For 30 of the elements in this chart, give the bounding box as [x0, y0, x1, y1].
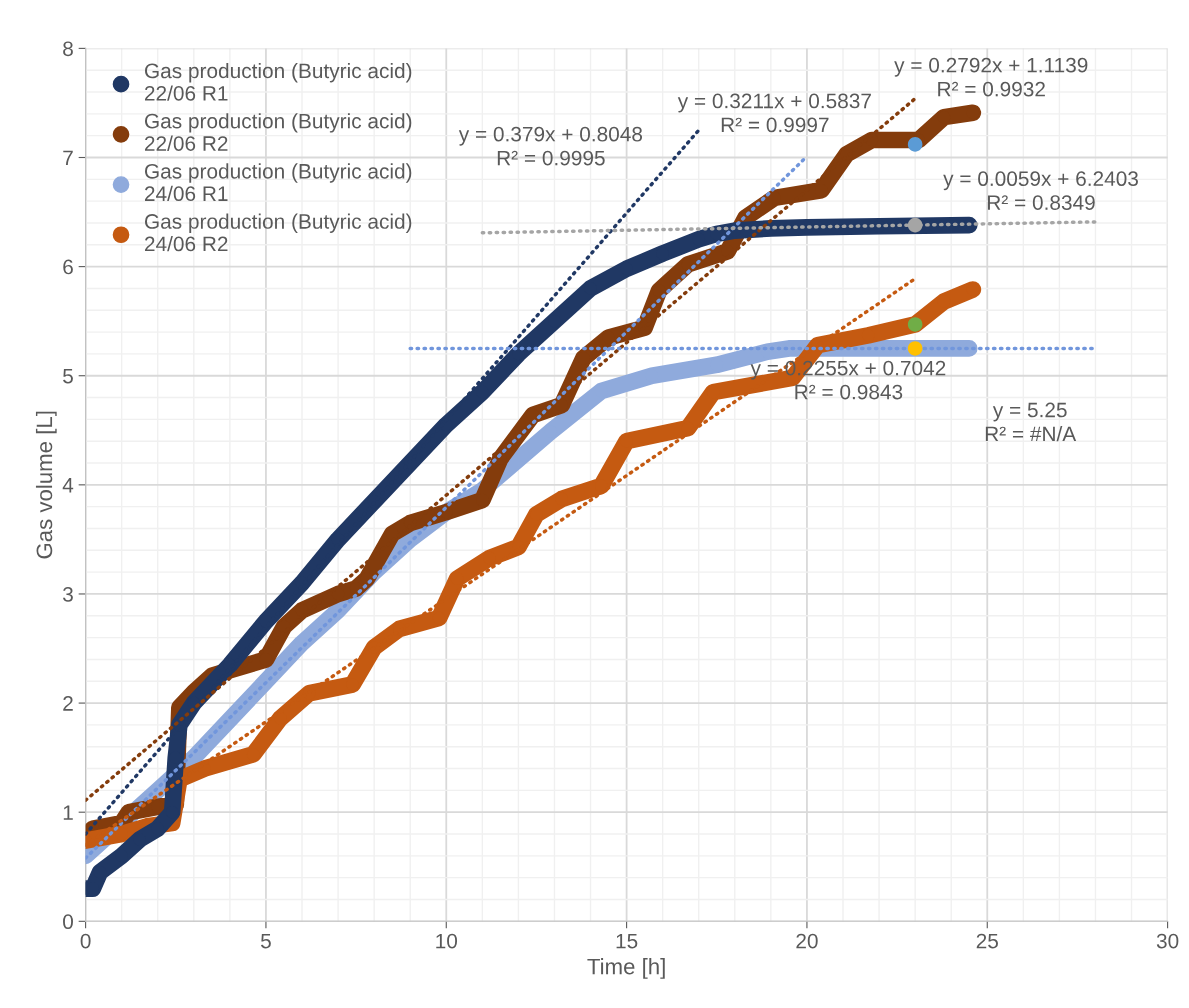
- legend-label: Gas production (Butyric acid) 24/06 R2: [144, 213, 412, 252]
- x-tick-label: 20: [796, 933, 818, 949]
- x-tick-label: 30: [1156, 933, 1179, 949]
- y-tick-label: 2: [63, 696, 73, 711]
- annotation: y = 0.2792x + 1.1139 R² = 0.9932: [894, 57, 1088, 97]
- point: [907, 217, 923, 233]
- y-tick-label: 1: [63, 805, 73, 820]
- y-tick-label: 3: [63, 586, 73, 602]
- annotation: y = 5.25 R² = #N/A: [985, 402, 1077, 442]
- x-tick-label: 5: [260, 933, 271, 949]
- y-tick-label: 4: [62, 478, 74, 493]
- x-tick-label: 10: [436, 933, 458, 949]
- x-tick-label: 0: [80, 933, 91, 949]
- legend-label: Gas production (Butyric acid) 22/06 R1: [144, 62, 412, 101]
- x-tick-label: 25: [976, 933, 998, 949]
- point: [907, 341, 923, 356]
- y-tick-label: 6: [63, 259, 73, 275]
- y-tick-label: 8: [63, 41, 73, 57]
- y-tick-label: 7: [63, 150, 73, 166]
- y-tick-label: 5: [63, 368, 73, 384]
- annotation: y = 0.0059x + 6.2403 R² = 0.8349: [943, 171, 1138, 210]
- y-axis-title: Gas volume [L]: [35, 411, 57, 559]
- legend-label: Gas production (Butyric acid) 22/06 R2: [144, 113, 412, 151]
- x-axis-title: Time [h]: [587, 958, 665, 979]
- y-tick-label: 0: [63, 914, 73, 930]
- x-tick-label: 15: [616, 933, 638, 949]
- point: [907, 137, 923, 152]
- annotation: y = 0.379x + 0.8048 R² = 0.9995: [458, 126, 643, 166]
- legend-label: Gas production (Butyric acid) 24/06 R1: [144, 163, 412, 202]
- annotation: y = 0.3211x + 0.5837 R² = 0.9997: [677, 93, 871, 133]
